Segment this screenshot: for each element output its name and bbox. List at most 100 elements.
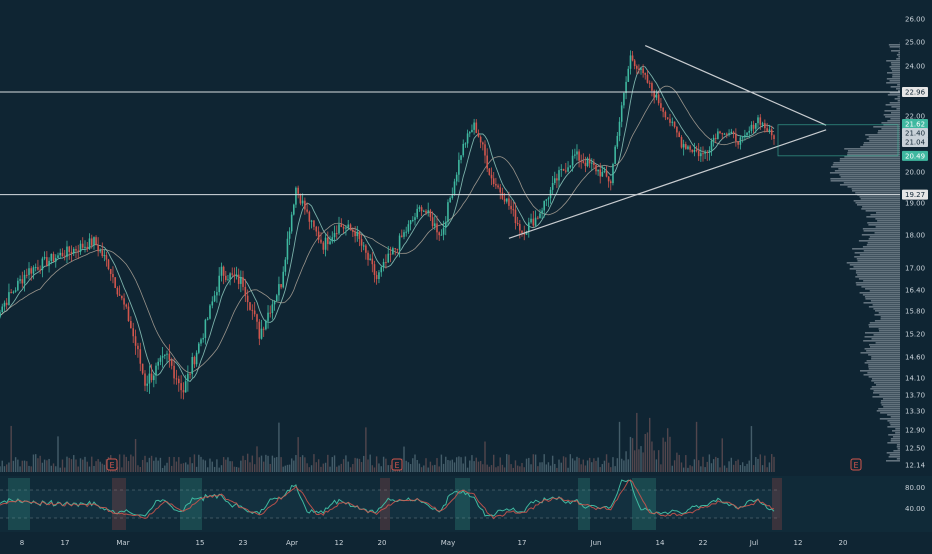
- volume-bar: [183, 463, 184, 472]
- volume-bar: [325, 463, 326, 472]
- volume-bar: [535, 455, 536, 472]
- volume-bar: [452, 460, 453, 472]
- candle-body: [142, 364, 144, 374]
- candle-body: [35, 267, 37, 268]
- volume-bar: [589, 458, 590, 472]
- candle-body: [436, 223, 438, 232]
- candle-body: [117, 288, 119, 294]
- volume-bar: [565, 457, 566, 472]
- volume-bar: [133, 456, 134, 472]
- volume-bar: [381, 466, 382, 472]
- candle-body: [191, 357, 193, 374]
- volume-bar: [771, 454, 772, 472]
- volume-profile-bar: [838, 168, 900, 170]
- time-tick-label: Apr: [286, 539, 298, 547]
- volume-bar: [497, 466, 498, 472]
- volume-profile-bar: [888, 434, 900, 436]
- volume-bar: [421, 467, 422, 472]
- candle-body: [465, 143, 467, 144]
- volume-profile-bar: [870, 214, 900, 216]
- candle-body: [234, 275, 236, 277]
- candle-body: [735, 134, 737, 142]
- volume-bar: [178, 457, 179, 472]
- volume-profile-bar: [830, 178, 900, 180]
- volume-bar: [212, 462, 213, 472]
- volume-bar: [300, 457, 301, 472]
- volume-profile-bar: [886, 104, 900, 106]
- volume-profile-bar: [892, 76, 900, 78]
- candle-body: [297, 188, 299, 194]
- volume-bar: [544, 454, 545, 472]
- volume-bar: [746, 464, 747, 472]
- volume-profile-bar: [876, 226, 900, 228]
- volume-bar: [135, 439, 136, 472]
- volume-bar: [336, 467, 337, 472]
- volume-profile-bar: [869, 306, 900, 308]
- volume-bar: [15, 457, 16, 472]
- candle-body: [323, 243, 325, 250]
- volume-bar: [361, 462, 362, 472]
- candle-body: [282, 272, 284, 288]
- volume-bar: [724, 465, 725, 472]
- time-tick-label: Mar: [116, 539, 129, 547]
- volume-profile-bar: [873, 308, 900, 310]
- candle-body: [766, 128, 768, 132]
- candle-body: [687, 146, 689, 148]
- candle-body: [484, 144, 486, 155]
- candle-body: [537, 218, 539, 219]
- candle-body: [93, 237, 95, 245]
- candle-body: [238, 275, 240, 284]
- volume-bar: [254, 464, 255, 472]
- candle-body: [521, 230, 523, 233]
- volume-profile-bar: [848, 150, 900, 152]
- volume-bar: [651, 442, 652, 472]
- volume-profile-bar: [855, 276, 900, 278]
- candle-body: [700, 153, 702, 156]
- volume-bar: [493, 455, 494, 472]
- candle-body: [489, 169, 491, 175]
- candle-body: [462, 144, 464, 155]
- candle-body: [550, 190, 552, 198]
- volume-profile-bar: [887, 414, 900, 416]
- volume-profile-bar: [892, 70, 900, 72]
- volume-profile-bar: [860, 352, 900, 354]
- candle-body: [554, 178, 556, 183]
- candle-body: [327, 238, 329, 244]
- price-tick-label: 15.80: [905, 308, 925, 316]
- price-tick-label: 13.70: [905, 392, 925, 400]
- volume-bar: [757, 459, 758, 472]
- candle-body: [574, 154, 576, 155]
- candle-body: [612, 164, 614, 183]
- volume-bar: [320, 467, 321, 472]
- candle-body: [570, 165, 572, 167]
- volume-bar: [660, 464, 661, 472]
- volume-profile-bar: [875, 232, 900, 234]
- volume-profile-bar: [895, 432, 900, 434]
- candle-body: [392, 248, 394, 254]
- volume-profile-bar: [887, 72, 900, 74]
- volume-bar: [385, 459, 386, 472]
- volume-bar: [367, 459, 368, 472]
- volume-profile-bar: [844, 148, 900, 150]
- candle-body: [185, 381, 187, 392]
- volume-bar: [51, 466, 52, 472]
- volume-bar: [726, 468, 727, 472]
- candle-body: [209, 305, 211, 318]
- volume-bar: [327, 455, 328, 472]
- candle-body: [221, 267, 223, 276]
- volume-bar: [151, 456, 152, 472]
- volume-bar: [289, 465, 290, 472]
- volume-profile-bar: [850, 268, 900, 270]
- candle-body: [37, 267, 39, 270]
- volume-profile-bar: [885, 116, 900, 118]
- volume-bar: [517, 466, 518, 472]
- volume-profile-bar: [839, 174, 900, 176]
- volume-profile-bar: [873, 304, 900, 306]
- candle-body: [263, 329, 265, 330]
- volume-profile-bar: [874, 334, 900, 336]
- candle-body: [380, 267, 382, 272]
- volume-bar: [19, 466, 20, 472]
- volume-profile-bar: [884, 110, 900, 112]
- volume-bar: [100, 462, 101, 472]
